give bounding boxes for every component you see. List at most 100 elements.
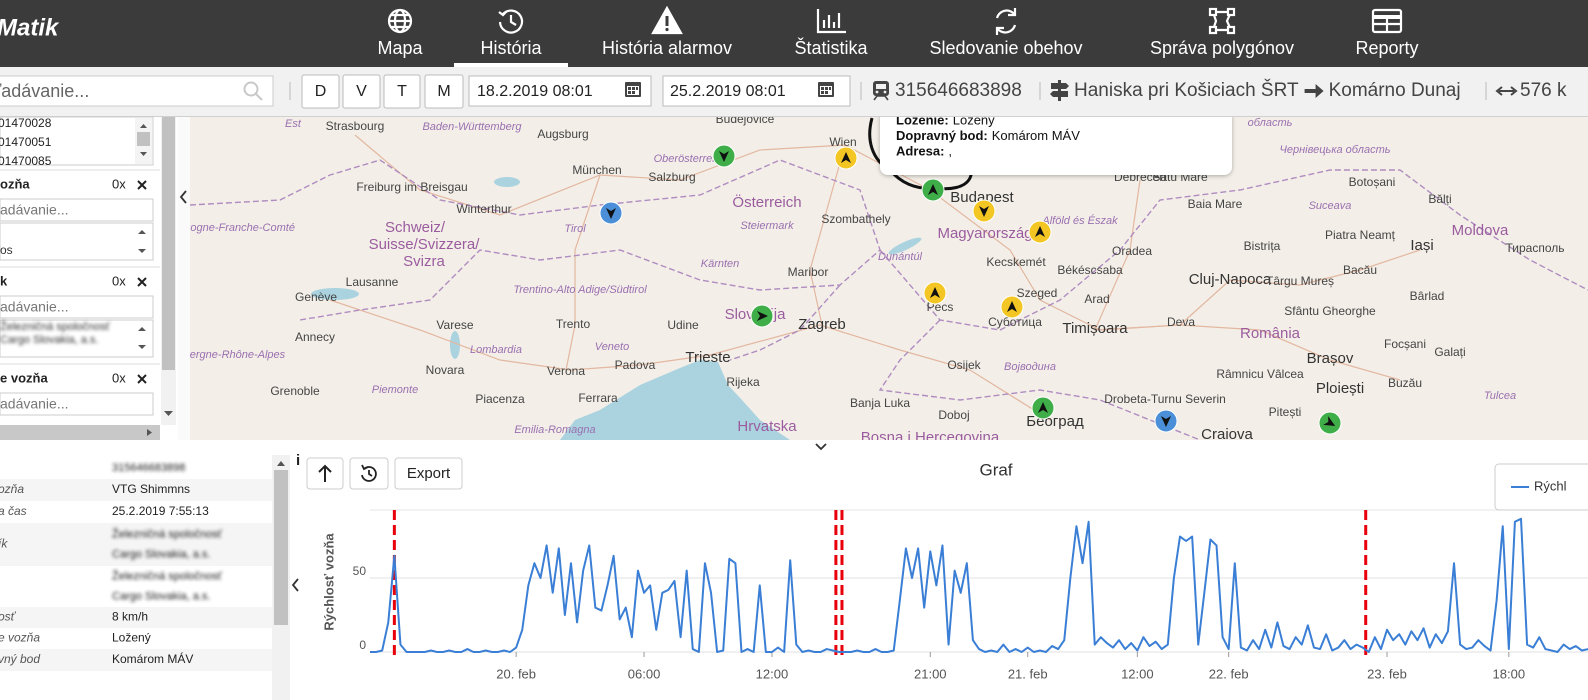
map-label: Brașov bbox=[1307, 350, 1354, 367]
x-tick-label: 20. feb bbox=[496, 666, 536, 681]
vehicle-marker[interactable] bbox=[751, 305, 773, 327]
map-label: Bacău bbox=[1343, 263, 1377, 277]
vehicle-marker[interactable] bbox=[1155, 410, 1177, 432]
route-to: Komárno Dunaj bbox=[1329, 80, 1461, 101]
filter-title: ozňa bbox=[0, 176, 30, 191]
map-label: Varese bbox=[436, 318, 473, 332]
map-label: Augsburg bbox=[537, 127, 588, 141]
wagon-list-item[interactable]: 01470051 bbox=[0, 135, 52, 149]
map-label: Udine bbox=[667, 318, 699, 332]
map-label: Lombardia bbox=[470, 344, 522, 356]
popup-value: Komárom MÁV bbox=[992, 128, 1080, 143]
panel-divider[interactable] bbox=[0, 440, 1588, 455]
vehicle-marker[interactable] bbox=[1029, 221, 1051, 243]
map-label: Svizra bbox=[403, 253, 445, 270]
map-label: Dunántúl bbox=[878, 251, 923, 263]
chart: GrafRýchlosť vozňa05020. feb06:0012:0021… bbox=[321, 460, 1588, 681]
wagon-list-item[interactable]: 01470085 bbox=[0, 154, 52, 168]
filter-option[interactable]: Železničná spoločnosť bbox=[0, 320, 111, 333]
vehicle-marker[interactable] bbox=[1001, 296, 1023, 318]
map-label: Maribor bbox=[788, 265, 829, 279]
chart-title: Graf bbox=[979, 460, 1012, 479]
map-label: Trento bbox=[556, 317, 591, 331]
popup-key: Adresa: bbox=[896, 143, 944, 158]
details-value: Komárom MÁV bbox=[112, 651, 193, 666]
map-label: Тирасполь bbox=[1505, 241, 1564, 255]
filter-placeholder: adávanie... bbox=[0, 202, 69, 218]
map-label: Strasbourg bbox=[326, 119, 385, 133]
vehicle-marker[interactable] bbox=[1032, 397, 1054, 419]
map-label: Alföld és Észak bbox=[1041, 214, 1118, 227]
wagon-number: 315646683898 bbox=[895, 80, 1022, 101]
map-label: Baia Mare bbox=[1188, 197, 1243, 211]
map-label: România bbox=[1240, 325, 1301, 342]
nav-item[interactable]: Štatistika bbox=[794, 37, 868, 58]
map-label: Suceava bbox=[1309, 200, 1352, 212]
vehicle-marker[interactable] bbox=[922, 179, 944, 201]
details-scroll-thumb[interactable] bbox=[274, 470, 288, 625]
details-value: Železničná spoločnosť bbox=[112, 569, 223, 582]
legend-label: Rýchl bbox=[1534, 478, 1567, 493]
vehicle-marker[interactable] bbox=[973, 200, 995, 222]
nav-item[interactable]: Sledovanie obehov bbox=[929, 38, 1082, 58]
map-label: Kärnten bbox=[701, 258, 740, 270]
map-label: Trentino-Alto Adige/Südtirol bbox=[513, 284, 647, 296]
details-label: ík bbox=[0, 537, 8, 551]
filter-option[interactable]: os bbox=[0, 243, 13, 257]
map-label: Grenoble bbox=[270, 384, 320, 398]
filter-option[interactable]: Cargo Slovakia, a.s. bbox=[0, 334, 98, 346]
filter-title: k bbox=[0, 273, 8, 288]
date-from: 18.2.2019 08:01 bbox=[477, 83, 593, 100]
map-label: Banja Luka bbox=[850, 396, 910, 410]
nav-item[interactable]: História bbox=[480, 38, 542, 58]
period-button-label[interactable]: T bbox=[397, 83, 407, 100]
map-label: Schweiz/ bbox=[385, 219, 446, 236]
vehicle-marker[interactable] bbox=[924, 282, 946, 304]
nav-item[interactable]: Mapa bbox=[377, 38, 423, 58]
nav-item[interactable]: Reporty bbox=[1355, 38, 1418, 58]
vehicle-marker[interactable] bbox=[1319, 412, 1341, 434]
map-label: Piacenza bbox=[475, 392, 525, 406]
y-axis-label: Rýchlosť vozňa bbox=[321, 533, 336, 631]
filter-select[interactable] bbox=[0, 223, 153, 260]
details-label: ozňa bbox=[0, 482, 24, 496]
period-button-label[interactable]: V bbox=[356, 83, 367, 100]
map-label: Annecy bbox=[295, 330, 335, 344]
sidebar-toggle[interactable] bbox=[178, 117, 190, 440]
vehicle-marker[interactable] bbox=[835, 147, 857, 169]
nav-item[interactable]: Správa polygónov bbox=[1150, 38, 1294, 58]
vehicle-marker[interactable] bbox=[713, 145, 735, 167]
map-label: Galați bbox=[1434, 345, 1465, 359]
map-label: Cluj-Napoca bbox=[1189, 271, 1272, 288]
map-label: Timișoara bbox=[1062, 320, 1128, 337]
filter-placeholder: adávanie... bbox=[0, 299, 69, 315]
nav-item[interactable]: História alarmov bbox=[602, 38, 732, 58]
map-label: Tulcea bbox=[1484, 390, 1516, 402]
details-label: osť bbox=[0, 610, 17, 624]
map-label: Чернівецька область bbox=[1279, 144, 1390, 156]
map-label: Kecskemét bbox=[986, 255, 1046, 269]
filter-count: 0x bbox=[112, 273, 126, 288]
period-button-label[interactable]: M bbox=[437, 83, 450, 100]
sidebar-hscroll[interactable] bbox=[0, 425, 160, 440]
wagon-list-item[interactable]: 01470028 bbox=[0, 116, 52, 130]
map-label: Iași bbox=[1410, 237, 1433, 254]
details-value: Železničná spoločnosť bbox=[112, 527, 223, 540]
vehicle-marker[interactable] bbox=[600, 202, 622, 224]
map-label: Sfântu Gheorghe bbox=[1284, 304, 1376, 318]
details-value: VTG Shimmns bbox=[112, 482, 190, 496]
x-tick-label: 21:00 bbox=[914, 666, 947, 681]
export-button-label[interactable]: Export bbox=[407, 465, 451, 482]
series-line bbox=[370, 519, 1588, 652]
list-scroll-thumb[interactable] bbox=[137, 132, 150, 146]
map-label: Ferrara bbox=[578, 391, 618, 405]
y-tick-label: 0 bbox=[359, 638, 366, 652]
x-tick-label: 23. feb bbox=[1367, 666, 1407, 681]
map-label: Zagreb bbox=[798, 316, 846, 333]
details-label: vný bod bbox=[0, 652, 40, 666]
period-button-label[interactable]: D bbox=[315, 83, 327, 100]
sidebar-scroll-thumb[interactable] bbox=[162, 117, 175, 370]
map-label: Bălți bbox=[1428, 192, 1451, 206]
